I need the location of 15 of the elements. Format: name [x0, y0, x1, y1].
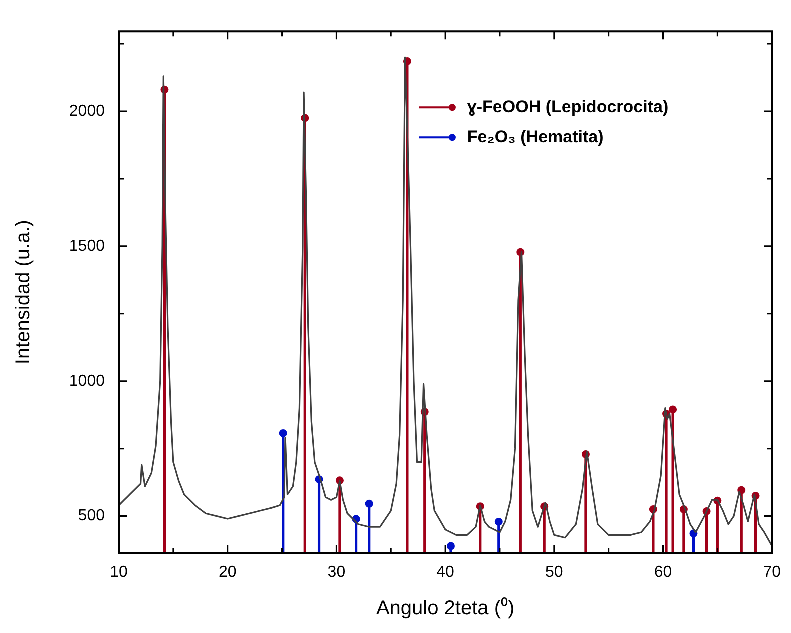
x-tick-label: 70	[763, 564, 782, 582]
x-tick-label: 40	[436, 564, 455, 582]
x-axis-title: Angulo 2teta (⁰)	[376, 596, 515, 620]
x-tick-label: 30	[328, 564, 346, 582]
x-tick-label: 10	[110, 564, 128, 582]
y-tick-label: 500	[78, 508, 106, 525]
y-tick-label: 1500	[69, 238, 106, 255]
x-tick-label: 20	[218, 564, 237, 582]
legend-label: Fe₂O₃ (Hematita)	[467, 127, 604, 146]
x-tick-label: 50	[546, 564, 564, 582]
y-axis-title: Intensidad (u.a.)	[12, 220, 35, 365]
x-tick-label: 60	[654, 564, 672, 582]
y-tick-label: 1000	[69, 372, 106, 390]
y-tick-label: 2000	[69, 102, 106, 120]
legend-label: ɣ-FeOOH (Lepidocrocita)	[467, 97, 669, 116]
